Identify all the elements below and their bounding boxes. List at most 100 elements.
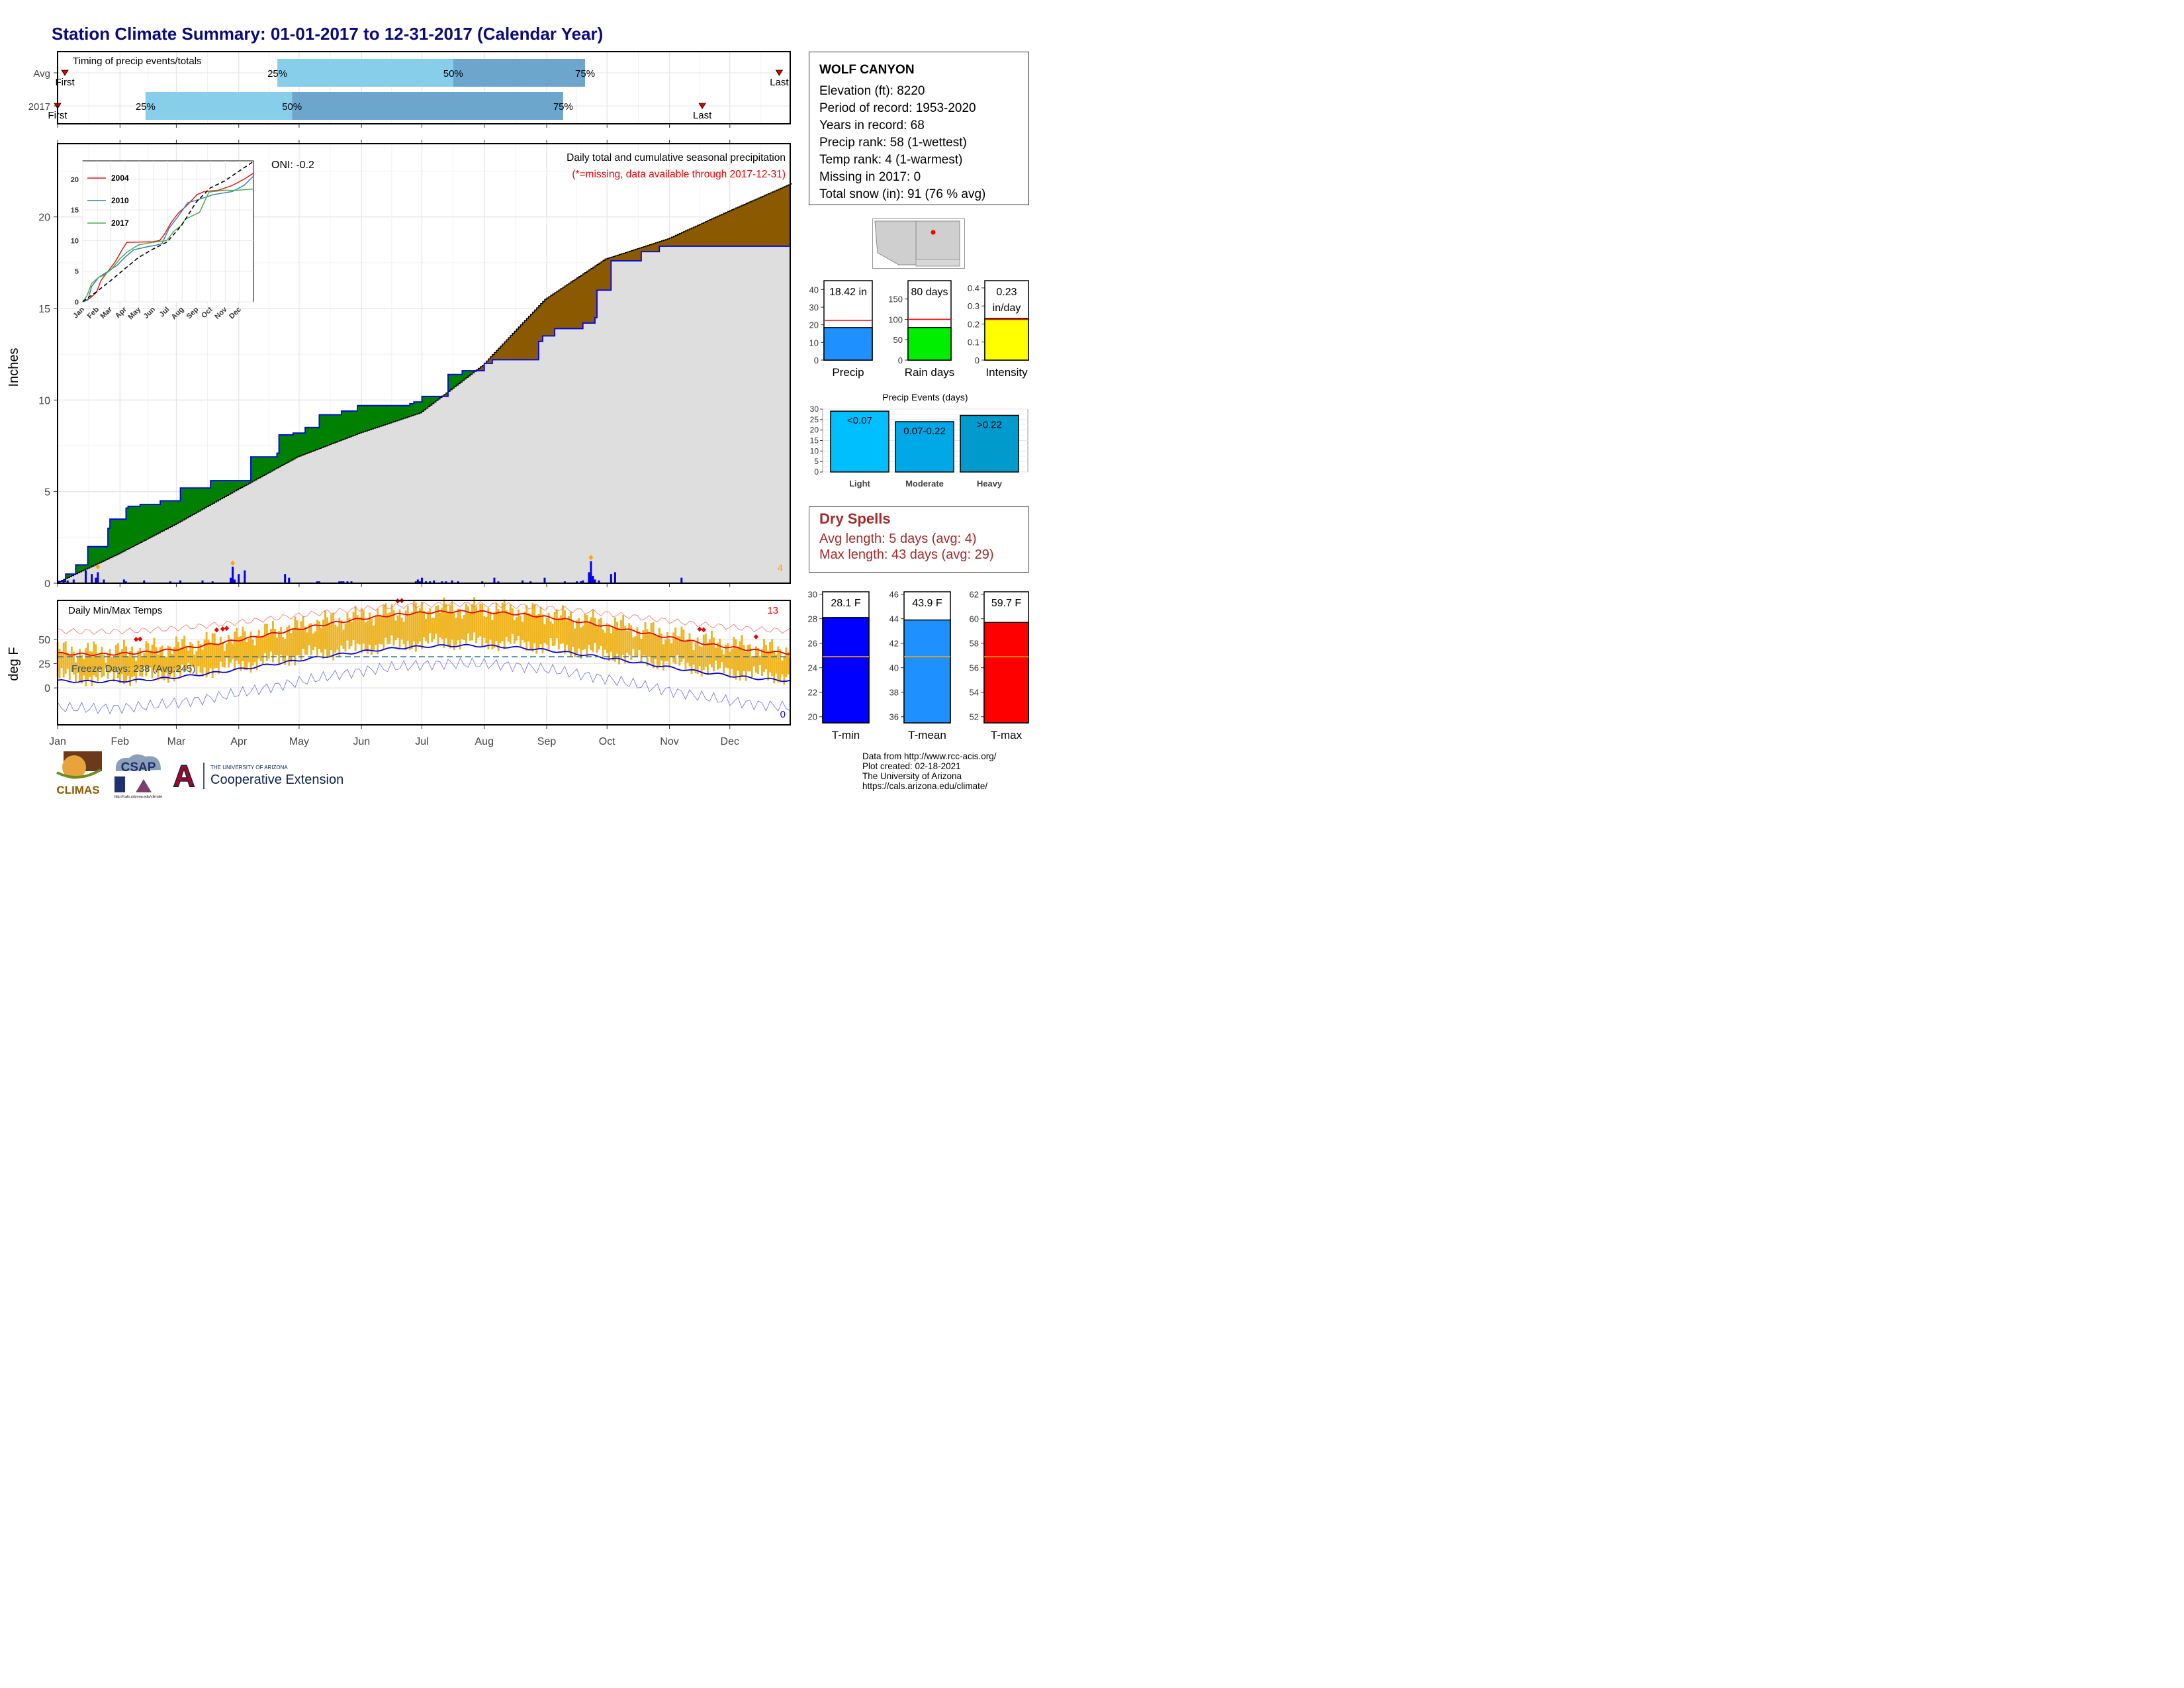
daily-temp-bar — [267, 632, 270, 659]
daily-temp-bar — [375, 616, 377, 645]
daily-temp-bar — [634, 636, 637, 658]
mini-bar — [823, 327, 873, 361]
above-avg-band — [295, 433, 298, 458]
daily-temp-bar — [74, 662, 77, 683]
event-marker — [698, 103, 706, 109]
y-tick-label: 52 — [970, 712, 979, 722]
above-avg-band — [124, 519, 126, 551]
station-name: WOLF CANYON — [819, 63, 915, 77]
daily-temp-bar — [364, 622, 367, 651]
y-tick-label: 15 — [810, 436, 819, 445]
daily-temp-bar — [598, 619, 600, 650]
daily-temp-bar — [105, 663, 107, 669]
daily-temp-bar — [388, 612, 391, 644]
daily-precip-bar — [179, 580, 182, 583]
below-avg-band — [480, 367, 483, 371]
below-avg-band — [691, 228, 694, 246]
y-tick-label: 38 — [889, 688, 899, 698]
daily-temp-bar — [159, 647, 161, 671]
daily-temp-bar — [465, 603, 467, 645]
daily-temp-bar — [717, 642, 719, 670]
credit-line: Data from http://www.rcc-acis.org/ — [862, 751, 997, 761]
above-avg-band — [333, 414, 336, 444]
daily-temp-bar — [248, 638, 250, 663]
daily-temp-bar — [304, 626, 306, 655]
daily-temp-bar — [173, 647, 175, 682]
snow-marker — [95, 564, 101, 570]
x-tick-label: Light — [849, 479, 870, 489]
daily-temp-bar — [582, 626, 584, 651]
y-tick-label: 5 — [44, 487, 50, 498]
above-avg-band — [275, 457, 277, 469]
above-avg-band — [387, 405, 390, 424]
daily-temp-bar — [373, 626, 375, 651]
above-avg-band — [234, 481, 238, 491]
above-avg-band — [267, 457, 269, 473]
daily-temp-bar — [199, 644, 202, 673]
above-avg-band — [296, 433, 300, 457]
dry-spells-avg: Avg length: 5 days (avg: 4) — [819, 532, 977, 546]
above-avg-band — [269, 457, 271, 473]
daily-temp-bar — [149, 651, 152, 668]
above-avg-band — [339, 414, 342, 441]
below-avg-band — [601, 261, 604, 291]
x-tick-label: Moderate — [905, 479, 944, 489]
below-avg-band — [512, 333, 515, 360]
above-avg-band — [142, 504, 145, 541]
value-label: 0.23 — [996, 287, 1017, 298]
inset-series-line — [82, 172, 254, 303]
below-avg-band — [705, 221, 708, 246]
below-avg-band — [486, 361, 489, 363]
daily-temp-bar — [737, 647, 739, 671]
above-avg-band — [313, 427, 316, 451]
daily-temp-bar — [151, 644, 154, 679]
daily-temp-bar — [242, 626, 244, 662]
below-avg-band — [774, 191, 777, 246]
daily-temp-bar — [251, 639, 254, 666]
daily-temp-bar — [467, 606, 469, 634]
page-title: Station Climate Summary: 01-01-2017 to 1… — [52, 24, 604, 44]
daily-temp-bar — [66, 653, 69, 669]
daily-temp-bar — [276, 637, 278, 656]
below-avg-band — [576, 277, 580, 329]
daily-temp-bar — [240, 636, 242, 671]
daily-temp-bar — [360, 608, 363, 653]
below-avg-band — [778, 189, 781, 246]
daily-precip-bar — [124, 581, 127, 583]
event-label: First — [55, 77, 75, 88]
above-avg-band — [208, 488, 211, 506]
daily-temp-bar — [520, 616, 522, 648]
above-avg-band — [432, 396, 435, 404]
below-avg-band — [704, 222, 706, 246]
daily-temp-bar — [614, 617, 616, 662]
y-tick-label: 20 — [809, 320, 819, 330]
below-avg-band — [514, 331, 517, 360]
inset-series-line — [82, 188, 254, 303]
below-avg-band — [641, 247, 644, 252]
daily-temp-bar — [396, 615, 399, 638]
daily-temp-bar — [175, 636, 177, 671]
daily-temp-bar — [568, 616, 570, 651]
daily-temp-bar — [509, 604, 512, 644]
above-avg-band — [395, 405, 398, 421]
daily-temp-bar — [99, 653, 101, 671]
value-label: in/day — [993, 303, 1021, 314]
above-avg-band — [250, 457, 253, 483]
daily-temp-bar — [578, 618, 580, 649]
below-avg-band — [723, 213, 727, 246]
daily-temp-bar — [377, 608, 379, 655]
daily-temp-bar — [501, 602, 504, 641]
y-tick-label: 60 — [970, 614, 979, 624]
daily-temp-bar — [163, 656, 165, 680]
below-avg-band — [492, 354, 495, 360]
daily-temp-bar — [483, 616, 486, 638]
y-tick-label: 0 — [898, 355, 903, 365]
pct-label: 25% — [136, 101, 156, 113]
daily-temp-bar — [310, 623, 312, 655]
below-avg-band — [725, 212, 729, 246]
daily-precip-bar — [414, 581, 417, 583]
y-tick-label: 46 — [889, 590, 899, 600]
below-avg-band — [700, 224, 702, 246]
above-avg-band — [132, 506, 134, 547]
below-avg-band — [565, 285, 567, 329]
